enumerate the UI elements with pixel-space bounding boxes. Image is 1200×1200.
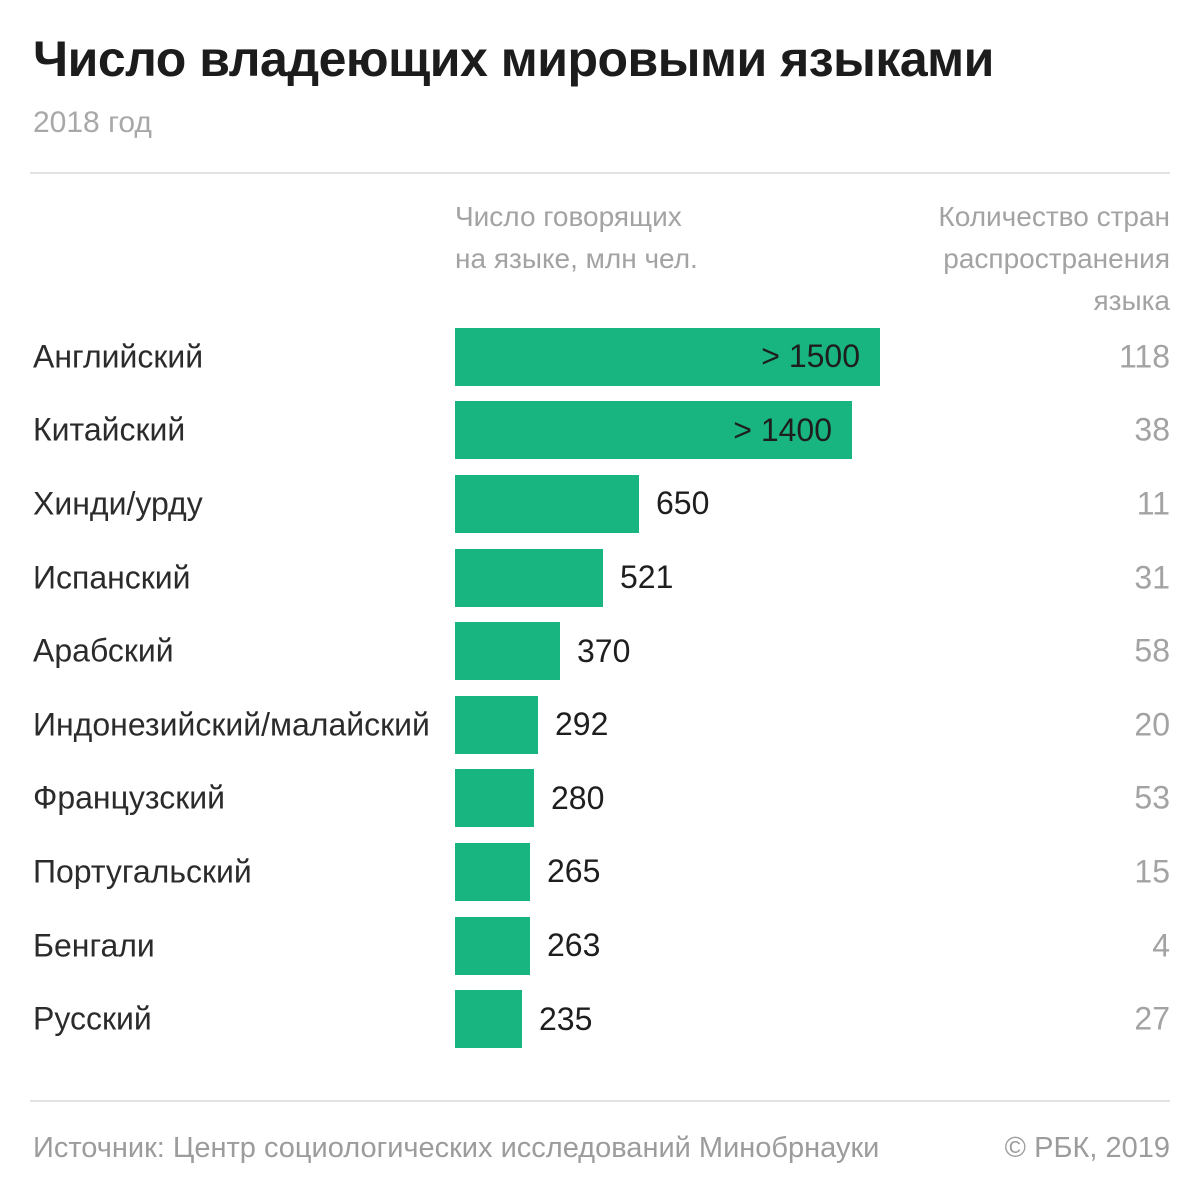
chart-row: Испанский 521 31 [33, 541, 1170, 615]
speakers-value: > 1400 [733, 411, 832, 448]
language-label: Хинди/урду [33, 485, 203, 522]
footer-divider [30, 1100, 1170, 1102]
bar-area: 265 [455, 835, 600, 909]
country-count: 58 [1134, 632, 1170, 669]
bar-area: 235 [455, 982, 592, 1056]
speakers-bar [455, 548, 603, 607]
bar-area: > 1500 [455, 320, 880, 394]
chart-row: Хинди/урду 650 11 [33, 467, 1170, 541]
chart-row: Русский 235 27 [33, 982, 1170, 1056]
language-label: Индонезийский/малайский [33, 706, 430, 743]
language-label: Французский [33, 779, 225, 816]
source-note: Источник: Центр социологических исследов… [33, 1132, 880, 1164]
bar-area: 280 [455, 762, 604, 836]
column-header-countries: Количество стран распространения языка [938, 201, 1170, 316]
speakers-bar [455, 842, 530, 901]
speakers-value: 650 [656, 485, 710, 522]
language-label: Русский [33, 1000, 152, 1037]
bar-area: 263 [455, 909, 600, 983]
country-count: 4 [1152, 927, 1170, 964]
language-label: Бенгали [33, 927, 155, 964]
speakers-bar: > 1400 [455, 401, 852, 460]
country-count: 53 [1134, 779, 1170, 816]
country-count: 27 [1134, 1000, 1170, 1037]
language-label: Испанский [33, 559, 191, 596]
chart-rows: Английский > 1500 118 Китайский > 1400 38 Хинд… [33, 320, 1170, 1056]
speakers-bar [455, 622, 560, 681]
bar-area: 292 [455, 688, 608, 762]
chart-row: Бенгали 263 4 [33, 909, 1170, 983]
language-label: Английский [33, 338, 204, 375]
speakers-value: 235 [539, 1000, 593, 1037]
speakers-value: > 1500 [761, 338, 860, 375]
language-label: Арабский [33, 632, 174, 669]
speakers-bar [455, 474, 639, 533]
speakers-bar: > 1500 [455, 327, 880, 386]
chart-row: Английский > 1500 118 [33, 320, 1170, 394]
chart-row: Индонезийский/малайский 292 20 [33, 688, 1170, 762]
bar-area: 370 [455, 614, 630, 688]
country-count: 15 [1134, 853, 1170, 890]
speakers-value: 265 [547, 853, 601, 890]
language-label: Китайский [33, 411, 186, 448]
header-divider [30, 172, 1170, 174]
chart-row: Китайский > 1400 38 [33, 394, 1170, 468]
country-count: 31 [1134, 559, 1170, 596]
speakers-bar [455, 769, 534, 828]
speakers-bar [455, 916, 530, 975]
speakers-value: 370 [577, 632, 631, 669]
bar-area: 521 [455, 541, 673, 615]
bar-area: 650 [455, 467, 709, 541]
bar-area: > 1400 [455, 394, 852, 468]
chart-row: Португальский 265 15 [33, 835, 1170, 909]
speakers-value: 292 [555, 706, 609, 743]
speakers-bar [455, 695, 538, 754]
chart-row: Французский 280 53 [33, 762, 1170, 836]
copyright-note: © РБК, 2019 [1004, 1132, 1170, 1164]
column-header-speakers: Число говорящих на языке, млн чел. [455, 201, 698, 274]
page-subtitle: 2018 год [33, 106, 152, 139]
country-count: 11 [1136, 485, 1170, 522]
language-label: Португальский [33, 853, 252, 890]
speakers-value: 521 [620, 559, 674, 596]
country-count: 20 [1134, 706, 1170, 743]
country-count: 38 [1134, 411, 1170, 448]
speakers-value: 280 [551, 779, 605, 816]
speakers-value: 263 [547, 927, 601, 964]
chart-row: Арабский 370 58 [33, 614, 1170, 688]
page-title: Число владеющих мировыми языками [33, 31, 994, 87]
speakers-bar [455, 990, 522, 1049]
country-count: 118 [1118, 338, 1170, 375]
